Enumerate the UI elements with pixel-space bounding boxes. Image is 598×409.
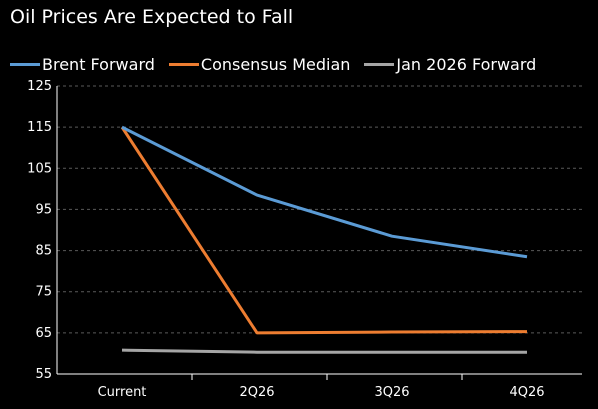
x-tick-label-4q26: 4Q26	[509, 385, 544, 400]
series-line-consensus-median	[120, 126, 528, 335]
y-tick-label-55: 55	[35, 367, 52, 382]
legend-item-consensus-median: Consensus Median	[168, 54, 351, 74]
y-tick-label-85: 85	[35, 244, 52, 259]
legend-item-jan-2026-forward: Jan 2026 Forward	[364, 55, 536, 74]
legend-swatch-brent-forward	[10, 62, 40, 66]
x-tick-label-current: Current	[98, 385, 147, 400]
legend-swatch-consensus-median	[168, 62, 199, 66]
legend-label-brent-forward: Brent Forward	[42, 54, 155, 74]
y-tick-label-105: 105	[27, 161, 52, 176]
x-tick-label-2q26: 2Q26	[239, 385, 274, 400]
y-tick-label-95: 95	[35, 202, 52, 217]
chart-legend: Brent Forward Consensus Median Jan 2026 …	[10, 54, 550, 74]
legend-label-consensus-median: Consensus Median	[200, 54, 351, 74]
y-tick-label-115: 115	[27, 120, 52, 135]
y-tick-label-65: 65	[35, 326, 52, 341]
series-line-jan-2026-forward	[121, 348, 527, 354]
legend-item-brent-forward: Brent Forward	[10, 55, 155, 74]
series-line-brent-forward	[121, 125, 528, 259]
y-tick-label-75: 75	[35, 285, 52, 300]
legend-swatch-jan-2026-forward	[364, 62, 395, 66]
legend-label-jan-2026-forward: Jan 2026 Forward	[396, 54, 537, 74]
y-tick-label-125: 125	[27, 79, 52, 94]
x-tick-label-3q26: 3Q26	[374, 385, 409, 400]
chart-title: Oil Prices Are Expected to Fall	[10, 6, 294, 28]
